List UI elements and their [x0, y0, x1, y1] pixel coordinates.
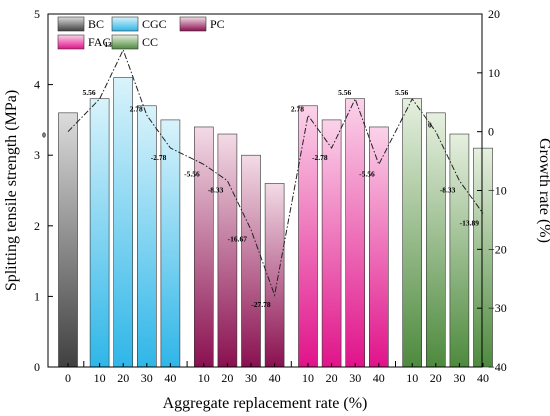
bar-pc-30 [241, 154, 261, 368]
growth-label: -13.89 [460, 218, 480, 227]
y-tick-label: 5 [34, 7, 40, 21]
growth-label: 2.78 [130, 104, 143, 113]
x-tick-label: 10 [198, 371, 210, 385]
y2-tick-label: 0 [488, 125, 494, 139]
growth-label: 5.56 [82, 88, 95, 97]
x-tick-label: 30 [141, 371, 153, 385]
legend-swatch-bc [57, 16, 85, 32]
growth-label: -8.33 [208, 186, 224, 195]
x-tick-label: 30 [245, 371, 257, 385]
y2-axis-title: Growth rate (%) [536, 138, 550, 243]
growth-label: -2.78 [312, 153, 328, 162]
y2-tick-label: 20 [488, 7, 500, 21]
x-tick-label: 30 [453, 371, 465, 385]
bar-pc-10 [194, 126, 214, 368]
legend-label-pc: PC [210, 17, 225, 31]
y-tick-label: 1 [34, 289, 40, 303]
growth-label: -27.78 [251, 300, 271, 309]
x-tick-label: 40 [373, 371, 385, 385]
x-tick-label: 20 [221, 371, 233, 385]
y-tick-label: 4 [34, 78, 40, 92]
y-tick-label: 3 [34, 148, 40, 162]
y-tick-label: 2 [34, 219, 40, 233]
data-labels-layer: 05.5613.892.78-2.78-5.56-8.33-16.67-27.7… [42, 40, 479, 309]
x-tick-label: 10 [302, 371, 314, 385]
bar-pc-40 [264, 183, 285, 368]
legend-swatch-cc [111, 34, 139, 50]
x-tick-label: 10 [406, 371, 418, 385]
y-axis-title: Splitting tensile strength (MPa) [3, 90, 20, 291]
y2-tick-label: −40 [488, 360, 507, 374]
growth-label: -5.56 [184, 169, 200, 178]
growth-label: -8.33 [440, 186, 456, 195]
growth-label: 0 [42, 131, 46, 140]
bar-fac-10 [298, 105, 318, 368]
x-axis-ticks: 0 10 20 30 40 10 20 30 40 10 20 30 40 10 20 30 40 [65, 361, 489, 385]
growth-label: -5.56 [359, 169, 375, 178]
growth-label: 2.78 [291, 104, 304, 113]
x-tick-label: 20 [326, 371, 338, 385]
growth-label: -2.78 [151, 153, 167, 162]
bar-fac-30 [345, 98, 366, 368]
bar-cc-20 [425, 112, 446, 368]
legend-label-cgc: CGC [142, 17, 167, 31]
growth-label: -16.67 [228, 235, 248, 244]
growth-line-layer [67, 48, 484, 298]
legend-swatch-fac [57, 34, 85, 50]
legend-swatch-pc [179, 16, 207, 32]
x-tick-label: 0 [65, 371, 71, 385]
x-axis-title: Aggregate replacement rate (%) [163, 395, 368, 412]
y2-tick-label: 10 [488, 66, 500, 80]
bar-cgc-10 [89, 98, 110, 368]
x-tick-label: 40 [164, 371, 176, 385]
bar-pc-20 [217, 133, 238, 368]
x-tick-label: 20 [430, 371, 442, 385]
bars-layer [58, 77, 493, 368]
legend-swatch-cgc [111, 16, 139, 32]
y2-tick-label: −30 [488, 301, 507, 315]
bar-cc-10 [402, 98, 423, 368]
x-tick-label: 30 [349, 371, 361, 385]
x-tick-label: 40 [269, 371, 281, 385]
bar-cgc-30 [137, 105, 157, 368]
growth-label: 5.56 [395, 88, 408, 97]
x-tick-label: 10 [94, 371, 106, 385]
growth-label: 0 [428, 121, 432, 130]
y2-axis-ticks: −40 −30 −20 −10 0 10 20 [477, 7, 507, 374]
x-tick-label: 40 [477, 371, 489, 385]
x-tick-label: 20 [117, 371, 129, 385]
growth-rate-line [67, 48, 484, 298]
y2-tick-label: −20 [488, 242, 507, 256]
legend-label-cc: CC [142, 35, 158, 49]
growth-label: 5.56 [338, 88, 351, 97]
legend-label-fac: FAC [88, 35, 110, 49]
legend-label-bc: BC [88, 17, 104, 31]
y-axis-ticks: 0 1 2 3 4 5 [34, 7, 53, 374]
bar-bc-0 [58, 112, 78, 368]
bar-cc-40 [473, 147, 493, 368]
legend: BC CGC PC FAC CC [57, 16, 225, 50]
y-tick-label: 0 [34, 360, 40, 374]
bar-cc-30 [449, 133, 470, 368]
y2-tick-label: −10 [488, 184, 507, 198]
bar-cgc-20 [113, 77, 133, 368]
